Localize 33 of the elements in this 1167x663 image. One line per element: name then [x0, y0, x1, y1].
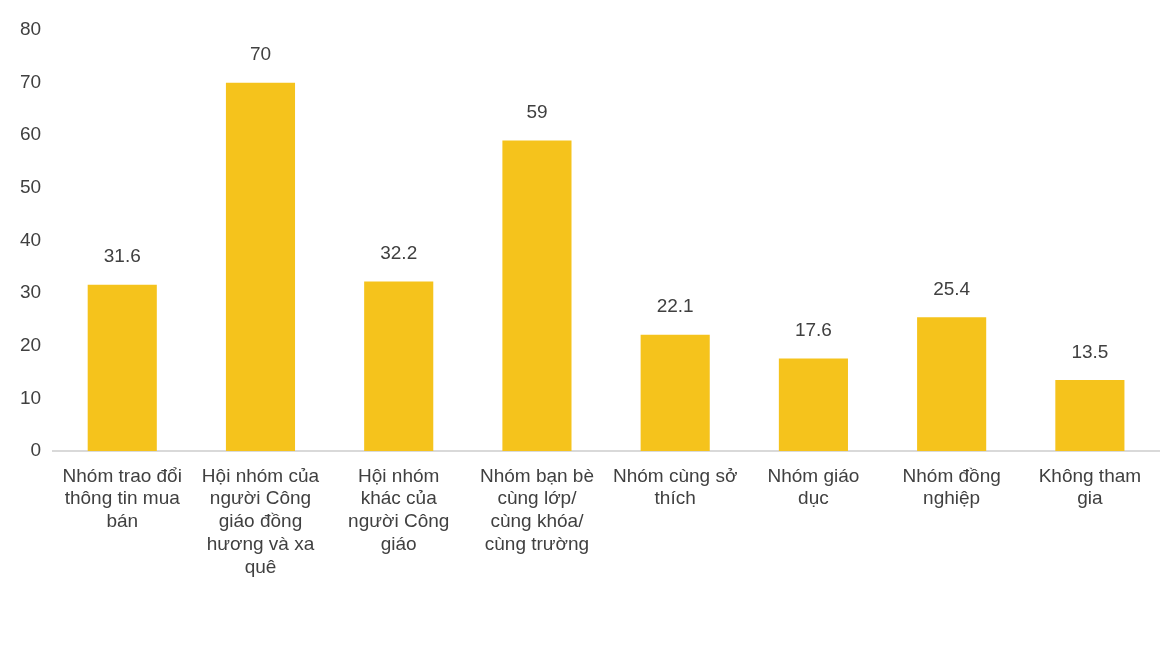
x-tick-label: Nhóm giáo dục [767, 464, 860, 509]
data-label: 70 [249, 43, 272, 65]
x-tick-label: Hội nhóm khác của người Công giáo [348, 464, 450, 555]
bar [225, 82, 296, 451]
y-tick-label: 30 [19, 281, 42, 303]
data-label: 32.2 [380, 242, 418, 264]
data-label: 31.6 [103, 245, 141, 267]
bar [364, 281, 434, 451]
y-tick-label: 60 [19, 123, 42, 145]
bar [917, 317, 987, 451]
y-tick-label: 10 [19, 386, 42, 408]
y-tick-label: 0 [30, 439, 42, 461]
bar [1055, 379, 1125, 451]
y-tick-label: 70 [19, 70, 42, 92]
data-label: 13.5 [1071, 340, 1109, 362]
y-tick-label: 50 [19, 176, 42, 198]
x-tick-label: Nhóm cùng sở thích [612, 464, 738, 509]
x-tick-label: Hội nhóm của người Công giáo đồng hương và xa quê [201, 464, 320, 577]
x-tick-label: Nhóm trao đổi thông tin mua bán [62, 464, 182, 532]
bar [502, 140, 572, 451]
x-tick-label: Không tham gia [1038, 464, 1142, 509]
x-tick-label: Nhóm đồng nghiệp [902, 464, 1001, 509]
bar [778, 358, 848, 451]
data-label: 17.6 [794, 319, 832, 341]
data-label: 25.4 [933, 278, 971, 300]
bar [87, 284, 157, 451]
y-tick-label: 20 [19, 333, 42, 355]
x-tick-label: Nhóm bạn bè cùng lớp/ cùng khóa/ cùng trường [479, 464, 594, 555]
data-label: 59 [526, 101, 548, 123]
y-tick-label: 80 [19, 18, 42, 40]
y-tick-label: 40 [19, 228, 42, 250]
data-label: 22.1 [656, 295, 694, 317]
bar [640, 334, 710, 451]
